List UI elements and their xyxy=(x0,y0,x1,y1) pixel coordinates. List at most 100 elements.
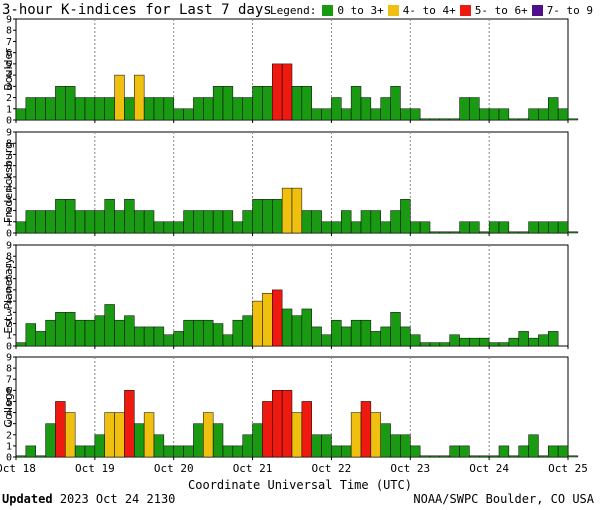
bar xyxy=(459,97,470,121)
y-tick-label: 0 xyxy=(6,229,12,240)
bar xyxy=(469,455,480,458)
legend-item-active: 4- to 4+ xyxy=(387,4,456,17)
bar xyxy=(429,231,441,234)
source-credit: NOAA/SWPC Boulder, CO USA xyxy=(413,492,594,506)
bar xyxy=(538,221,549,234)
bar xyxy=(380,97,391,121)
bar xyxy=(272,390,283,458)
bar xyxy=(163,97,174,121)
bar xyxy=(212,210,224,234)
bar xyxy=(360,319,372,347)
bar xyxy=(291,86,303,121)
y-tick-label: 2 xyxy=(6,319,12,330)
bar xyxy=(360,210,372,234)
bar xyxy=(291,412,303,458)
bar xyxy=(538,334,549,347)
bar xyxy=(419,342,431,347)
bar xyxy=(193,210,204,234)
y-tick-label: 3 xyxy=(6,308,12,319)
bar xyxy=(429,118,441,121)
y-tick-label: 4 xyxy=(6,184,12,195)
bar xyxy=(252,300,263,347)
bar xyxy=(557,108,569,121)
bar xyxy=(163,334,174,347)
bar xyxy=(242,434,253,458)
bar xyxy=(479,108,490,121)
y-tick-label: 0 xyxy=(6,453,12,464)
bar xyxy=(370,210,381,234)
bar xyxy=(528,337,539,347)
bar xyxy=(557,445,569,458)
bar xyxy=(370,331,381,347)
y-tick-label: 0 xyxy=(6,342,12,353)
y-axis-label: Fredericksburg xyxy=(2,142,15,223)
bar xyxy=(114,210,125,234)
bar xyxy=(301,401,312,458)
y-tick-label: 8 xyxy=(6,252,12,263)
bar xyxy=(134,74,145,121)
y-tick-label: 1 xyxy=(6,104,12,115)
bar xyxy=(114,319,125,347)
bar xyxy=(212,323,224,347)
bar xyxy=(35,331,46,347)
bar xyxy=(301,308,312,347)
y-tick-label: 7 xyxy=(6,150,12,161)
bar xyxy=(104,412,115,458)
bar xyxy=(65,312,76,347)
updated-value: 2023 Oct 24 2130 xyxy=(59,492,176,506)
bar xyxy=(400,434,411,458)
bar xyxy=(567,455,579,458)
legend-text: 5- to 6+ xyxy=(474,4,528,17)
bar xyxy=(173,331,184,347)
bar xyxy=(410,334,421,347)
bar xyxy=(360,97,372,121)
bar xyxy=(203,210,214,234)
bar xyxy=(449,118,460,121)
bar xyxy=(262,199,273,234)
bar xyxy=(390,434,401,458)
bar xyxy=(222,86,234,121)
bar xyxy=(390,312,401,347)
bar xyxy=(15,342,27,347)
bar xyxy=(498,221,510,234)
bar xyxy=(400,108,411,121)
legend-swatch-red xyxy=(459,5,471,16)
y-tick-label: 5 xyxy=(6,172,12,183)
bar xyxy=(252,423,263,458)
bar xyxy=(183,108,194,121)
x-tick-label: Oct 20 xyxy=(154,462,194,475)
bar xyxy=(518,445,529,458)
bar xyxy=(25,323,36,347)
bar xyxy=(380,423,391,458)
bar xyxy=(45,319,56,347)
bar xyxy=(281,390,293,458)
bar xyxy=(410,221,421,234)
bar xyxy=(94,210,105,234)
y-tick-label: 9 xyxy=(6,15,12,26)
bar xyxy=(134,326,145,347)
bar xyxy=(331,319,342,347)
bar xyxy=(459,337,470,347)
bar xyxy=(104,199,115,234)
bar xyxy=(124,199,135,234)
bar xyxy=(429,342,441,347)
bar xyxy=(25,210,36,234)
bar xyxy=(114,74,125,121)
bar xyxy=(143,412,155,458)
bar xyxy=(153,326,165,347)
bar xyxy=(557,221,569,234)
legend-swatch-yellow xyxy=(387,5,399,16)
y-axis-label: College xyxy=(2,386,15,427)
bar xyxy=(439,342,450,347)
bar xyxy=(281,308,293,347)
legend-swatch-purple xyxy=(531,5,543,16)
bar xyxy=(65,412,76,458)
bar xyxy=(203,97,214,121)
bar xyxy=(242,210,253,234)
bar xyxy=(459,221,470,234)
bar xyxy=(528,221,539,234)
bar xyxy=(488,108,500,121)
bar xyxy=(469,337,480,347)
bar xyxy=(55,86,66,121)
